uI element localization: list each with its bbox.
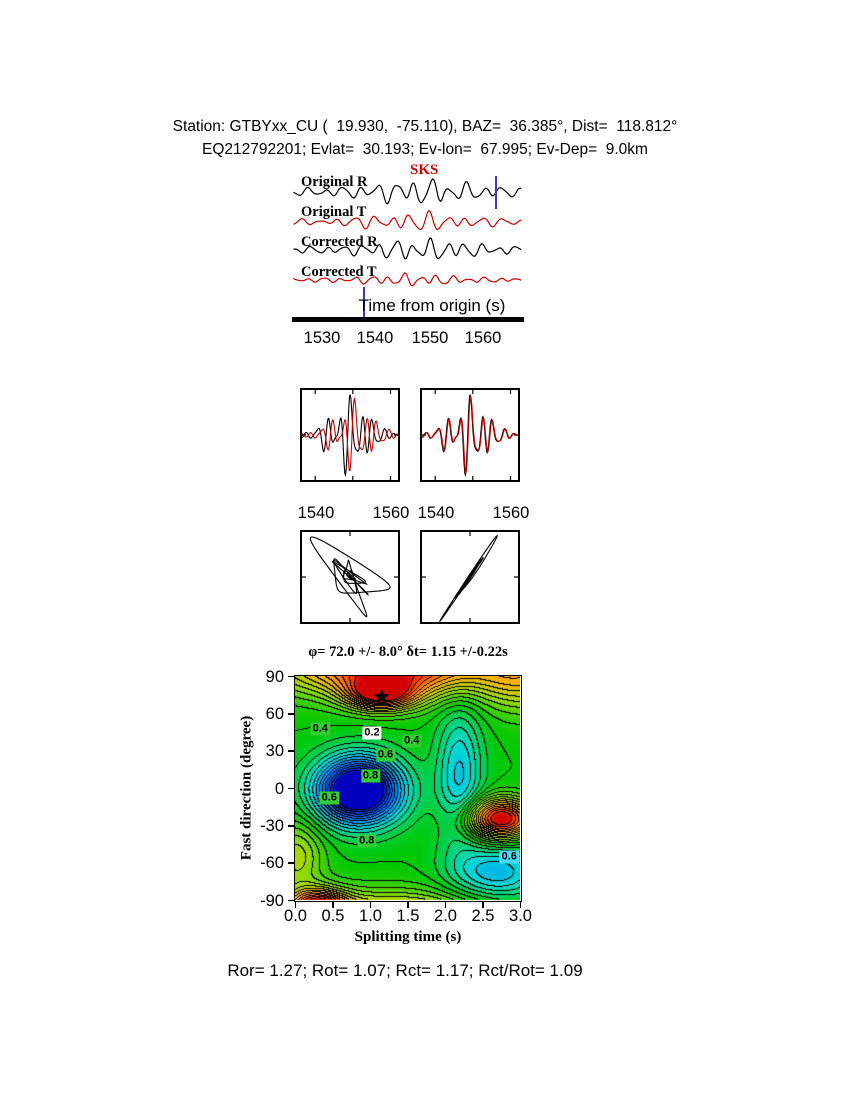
time-tick-label: 1530 <box>303 329 341 347</box>
contour-label-chip: 0.4 <box>310 722 330 736</box>
particle-motion-corrected <box>420 530 520 624</box>
trace-label-original-r: Original R <box>301 174 368 190</box>
x-tick-label: 2.0 <box>434 907 457 925</box>
x-tick <box>369 902 372 908</box>
y-tick-label: -60 <box>260 854 284 873</box>
contour-label-chip: 0.8 <box>357 834 377 848</box>
y-tick <box>287 787 294 790</box>
window-marker <box>363 287 365 319</box>
contour-label-chip: 0.6 <box>319 791 339 805</box>
error-surface-plot <box>294 675 522 902</box>
trace-label-corrected-r: Corrected R <box>301 234 378 250</box>
contour-label-chip: 0.4 <box>402 734 422 748</box>
x-tick <box>444 902 447 908</box>
y-tick-label: 90 <box>265 667 284 686</box>
trace-label-corrected-t: Corrected T <box>301 264 377 280</box>
time-axis <box>292 317 524 322</box>
x-tick-label: 3.0 <box>509 907 532 925</box>
seismogram-traces <box>293 178 522 287</box>
time-tick-label: 1540 <box>356 329 394 347</box>
time-tick-label: 1550 <box>411 329 449 347</box>
best-solution-star-icon: ★ <box>371 683 392 709</box>
y-tick-label: -90 <box>260 891 284 910</box>
y-tick <box>287 862 294 864</box>
phase-label: SKS <box>410 162 439 178</box>
y-tick <box>287 675 294 678</box>
y-tick-label: 30 <box>265 742 284 761</box>
contour-label-chip: 0.2 <box>362 726 382 739</box>
particle-motion-original <box>300 530 400 624</box>
x-tick <box>407 902 409 908</box>
time-tick-label: 1560 <box>464 329 502 347</box>
panel-tick-label: 1560 <box>372 504 410 522</box>
event-info-line: EQ212792201; Evlat= 30.193; Ev-lon= 67.9… <box>202 141 648 158</box>
x-tick <box>332 902 334 908</box>
contour-label-chip: 0.8 <box>360 769 381 783</box>
y-tick-label: -30 <box>260 816 284 835</box>
panel-tick-label: 1540 <box>297 504 335 522</box>
panel-tick-label: 1540 <box>417 504 455 522</box>
x-tick-label: 1.5 <box>396 907 420 925</box>
fast-slow-waveforms-corrected <box>420 388 520 482</box>
y-tick-label: 60 <box>265 704 284 723</box>
x-tick-label: 2.5 <box>471 907 495 925</box>
contour-label-chip: 0.6 <box>375 748 396 762</box>
fast-slow-waveforms-original <box>300 388 400 482</box>
x-tick <box>519 902 522 908</box>
contour-label-chip: 0.6 <box>499 850 519 864</box>
x-tick-label: 1.0 <box>359 907 382 925</box>
y-tick <box>287 825 294 827</box>
y-tick-label: 0 <box>274 779 284 798</box>
splitting-result-title: φ= 72.0 +/- 8.0° δt= 1.15 +/-0.22s <box>308 644 508 660</box>
x-tick-label: 0.5 <box>321 907 345 925</box>
x-tick <box>482 902 484 908</box>
quality-metrics: Ror= 1.27; Rot= 1.07; Rct= 1.17; Rct/Rot… <box>227 961 583 980</box>
x-tick <box>294 902 297 908</box>
panel-tick-label: 1560 <box>492 504 530 522</box>
y-tick <box>287 750 294 752</box>
window-marker <box>495 176 497 209</box>
error-surface-canvas <box>295 676 520 900</box>
y-tick <box>287 713 294 715</box>
station-info-line: Station: GTBYxx_CU ( 19.930, -75.110), B… <box>172 118 678 135</box>
y-tick <box>287 899 294 902</box>
x-tick-label: 0.0 <box>284 907 307 925</box>
splitting-time-axis-label: Splitting time (s) <box>354 929 462 945</box>
trace-label-original-t: Original T <box>301 204 367 220</box>
time-axis-label: Time from origin (s) <box>358 296 506 315</box>
